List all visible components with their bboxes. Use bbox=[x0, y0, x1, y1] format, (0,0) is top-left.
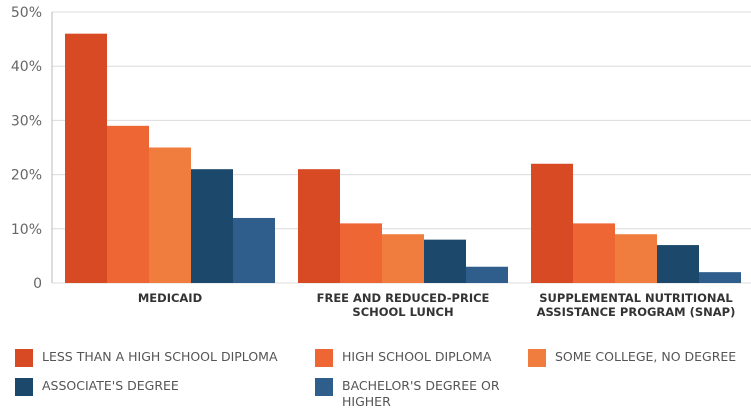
bar bbox=[466, 266, 508, 283]
bar bbox=[699, 272, 741, 283]
bar bbox=[107, 125, 149, 283]
legend-swatch bbox=[315, 349, 333, 367]
bar bbox=[65, 33, 107, 284]
bar bbox=[657, 245, 699, 283]
y-tick-label: 40% bbox=[11, 59, 42, 75]
legend-label: HIGH SCHOOL DIPLOMA bbox=[342, 349, 492, 364]
x-tick-label: SUPPLEMENTAL NUTRITIONAL ASSISTANCE PROG… bbox=[536, 291, 736, 319]
x-tick-label: FREE AND REDUCED-PRICE SCHOOL LUNCH bbox=[316, 291, 490, 319]
legend-item: HIGH SCHOOL DIPLOMA bbox=[315, 349, 491, 367]
bar bbox=[424, 239, 466, 283]
legend-swatch bbox=[528, 349, 546, 367]
y-tick-label: 30% bbox=[11, 113, 42, 129]
legend-label: LESS THAN A HIGH SCHOOL DIPLOMA bbox=[42, 349, 278, 364]
y-tick-label: 20% bbox=[11, 168, 42, 184]
bar bbox=[298, 169, 340, 283]
bar bbox=[531, 163, 573, 283]
bar bbox=[573, 223, 615, 283]
legend-label: ASSOCIATE'S DEGREE bbox=[42, 378, 179, 393]
x-tick-label: MEDICAID bbox=[137, 291, 203, 305]
legend-item: SOME COLLEGE, NO DEGREE bbox=[528, 349, 736, 367]
bar bbox=[615, 234, 657, 283]
legend-item: ASSOCIATE'S DEGREE bbox=[15, 378, 179, 396]
legend-item: BACHELOR'S DEGREE OR HIGHER bbox=[315, 378, 522, 410]
y-tick-label: 10% bbox=[11, 222, 42, 238]
legend-label: BACHELOR'S DEGREE OR HIGHER bbox=[342, 378, 500, 409]
legend-item: LESS THAN A HIGH SCHOOL DIPLOMA bbox=[15, 349, 278, 367]
bar bbox=[340, 223, 382, 283]
legend-swatch bbox=[315, 378, 333, 396]
y-tick-label: 0 bbox=[33, 276, 42, 292]
legend-swatch bbox=[15, 378, 33, 396]
bar bbox=[382, 234, 424, 283]
legend-swatch bbox=[15, 349, 33, 367]
y-tick-label: 50% bbox=[11, 5, 42, 21]
legend-label: SOME COLLEGE, NO DEGREE bbox=[555, 349, 737, 364]
bar bbox=[233, 217, 275, 283]
bar bbox=[191, 169, 233, 283]
bar bbox=[149, 147, 191, 283]
